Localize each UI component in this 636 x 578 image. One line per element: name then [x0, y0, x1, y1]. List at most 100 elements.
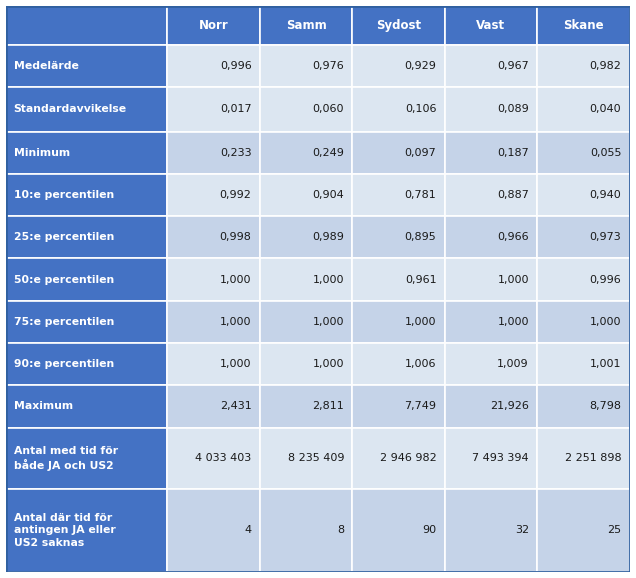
Text: 0,060: 0,060 — [312, 104, 344, 114]
Bar — [352, 258, 445, 301]
Bar — [352, 489, 445, 572]
Bar — [260, 343, 352, 386]
Text: 8 235 409: 8 235 409 — [287, 453, 344, 463]
Text: 8,798: 8,798 — [590, 401, 621, 412]
Bar — [167, 386, 260, 428]
Bar — [6, 343, 167, 386]
Bar — [260, 258, 352, 301]
Text: 4: 4 — [244, 525, 252, 535]
Text: 1,001: 1,001 — [590, 359, 621, 369]
Text: Antal med tid för
både JA och US2: Antal med tid för både JA och US2 — [13, 446, 118, 470]
Bar — [445, 258, 537, 301]
Text: 0,961: 0,961 — [405, 275, 436, 284]
Text: Maximum: Maximum — [13, 401, 73, 412]
Text: 1,009: 1,009 — [497, 359, 529, 369]
Bar — [537, 301, 630, 343]
Text: 1,000: 1,000 — [405, 317, 436, 327]
Text: 2,431: 2,431 — [220, 401, 252, 412]
Bar — [6, 87, 167, 132]
Text: 0,992: 0,992 — [219, 190, 252, 200]
Bar — [352, 174, 445, 216]
Bar — [352, 386, 445, 428]
Bar — [167, 87, 260, 132]
Text: 0,055: 0,055 — [590, 147, 621, 158]
Text: 0,097: 0,097 — [404, 147, 436, 158]
Bar — [537, 343, 630, 386]
Text: 0,973: 0,973 — [590, 232, 621, 242]
Text: 25:e percentilen: 25:e percentilen — [13, 232, 114, 242]
Text: 1,000: 1,000 — [312, 275, 344, 284]
Bar — [6, 386, 167, 428]
Bar — [537, 45, 630, 87]
Bar — [352, 6, 445, 45]
Text: 1,006: 1,006 — [405, 359, 436, 369]
Bar — [6, 132, 167, 174]
Bar — [167, 132, 260, 174]
Bar — [537, 386, 630, 428]
Bar — [260, 132, 352, 174]
Text: 10:e percentilen: 10:e percentilen — [13, 190, 114, 200]
Text: 0,996: 0,996 — [220, 61, 252, 71]
Bar — [260, 174, 352, 216]
Text: Antal där tid för
antingen JA eller
US2 saknas: Antal där tid för antingen JA eller US2 … — [13, 513, 115, 548]
Bar — [6, 216, 167, 258]
Bar — [445, 343, 537, 386]
Bar — [445, 489, 537, 572]
Bar — [260, 6, 352, 45]
Text: 0,996: 0,996 — [590, 275, 621, 284]
Text: 0,966: 0,966 — [497, 232, 529, 242]
Text: 7 493 394: 7 493 394 — [473, 453, 529, 463]
Bar — [260, 87, 352, 132]
Text: 0,982: 0,982 — [590, 61, 621, 71]
Text: 1,000: 1,000 — [220, 359, 252, 369]
Bar — [445, 174, 537, 216]
Bar — [6, 45, 167, 87]
Text: 0,887: 0,887 — [497, 190, 529, 200]
Bar — [6, 258, 167, 301]
Text: 0,233: 0,233 — [220, 147, 252, 158]
Bar — [537, 258, 630, 301]
Bar — [352, 45, 445, 87]
Bar — [445, 216, 537, 258]
Bar — [167, 216, 260, 258]
Text: 1,000: 1,000 — [590, 317, 621, 327]
Bar — [537, 489, 630, 572]
Bar — [260, 301, 352, 343]
Text: 7,749: 7,749 — [404, 401, 436, 412]
Text: Vast: Vast — [476, 18, 506, 32]
Bar — [537, 87, 630, 132]
Bar — [445, 301, 537, 343]
Bar — [167, 489, 260, 572]
Text: 50:e percentilen: 50:e percentilen — [13, 275, 114, 284]
Text: 1,000: 1,000 — [220, 317, 252, 327]
Text: 0,989: 0,989 — [312, 232, 344, 242]
Text: 0,940: 0,940 — [590, 190, 621, 200]
Bar — [445, 386, 537, 428]
Bar — [167, 6, 260, 45]
Text: 32: 32 — [515, 525, 529, 535]
Text: Medelärde: Medelärde — [13, 61, 78, 71]
Bar — [445, 132, 537, 174]
Text: 0,929: 0,929 — [404, 61, 436, 71]
Text: 8: 8 — [337, 525, 344, 535]
Bar — [167, 301, 260, 343]
Text: 0,089: 0,089 — [497, 104, 529, 114]
Bar — [260, 428, 352, 489]
Text: Norr: Norr — [199, 18, 228, 32]
Text: Samm: Samm — [286, 18, 326, 32]
Bar — [352, 132, 445, 174]
Text: 75:e percentilen: 75:e percentilen — [13, 317, 114, 327]
Text: 0,106: 0,106 — [405, 104, 436, 114]
Text: 1,000: 1,000 — [220, 275, 252, 284]
Text: 21,926: 21,926 — [490, 401, 529, 412]
Text: 0,187: 0,187 — [497, 147, 529, 158]
Bar — [537, 6, 630, 45]
Text: 0,976: 0,976 — [312, 61, 344, 71]
Text: 90:e percentilen: 90:e percentilen — [13, 359, 114, 369]
Text: 2 251 898: 2 251 898 — [565, 453, 621, 463]
Text: 0,017: 0,017 — [220, 104, 252, 114]
Text: 0,040: 0,040 — [590, 104, 621, 114]
Bar — [445, 428, 537, 489]
Bar — [6, 428, 167, 489]
Text: 2,811: 2,811 — [312, 401, 344, 412]
